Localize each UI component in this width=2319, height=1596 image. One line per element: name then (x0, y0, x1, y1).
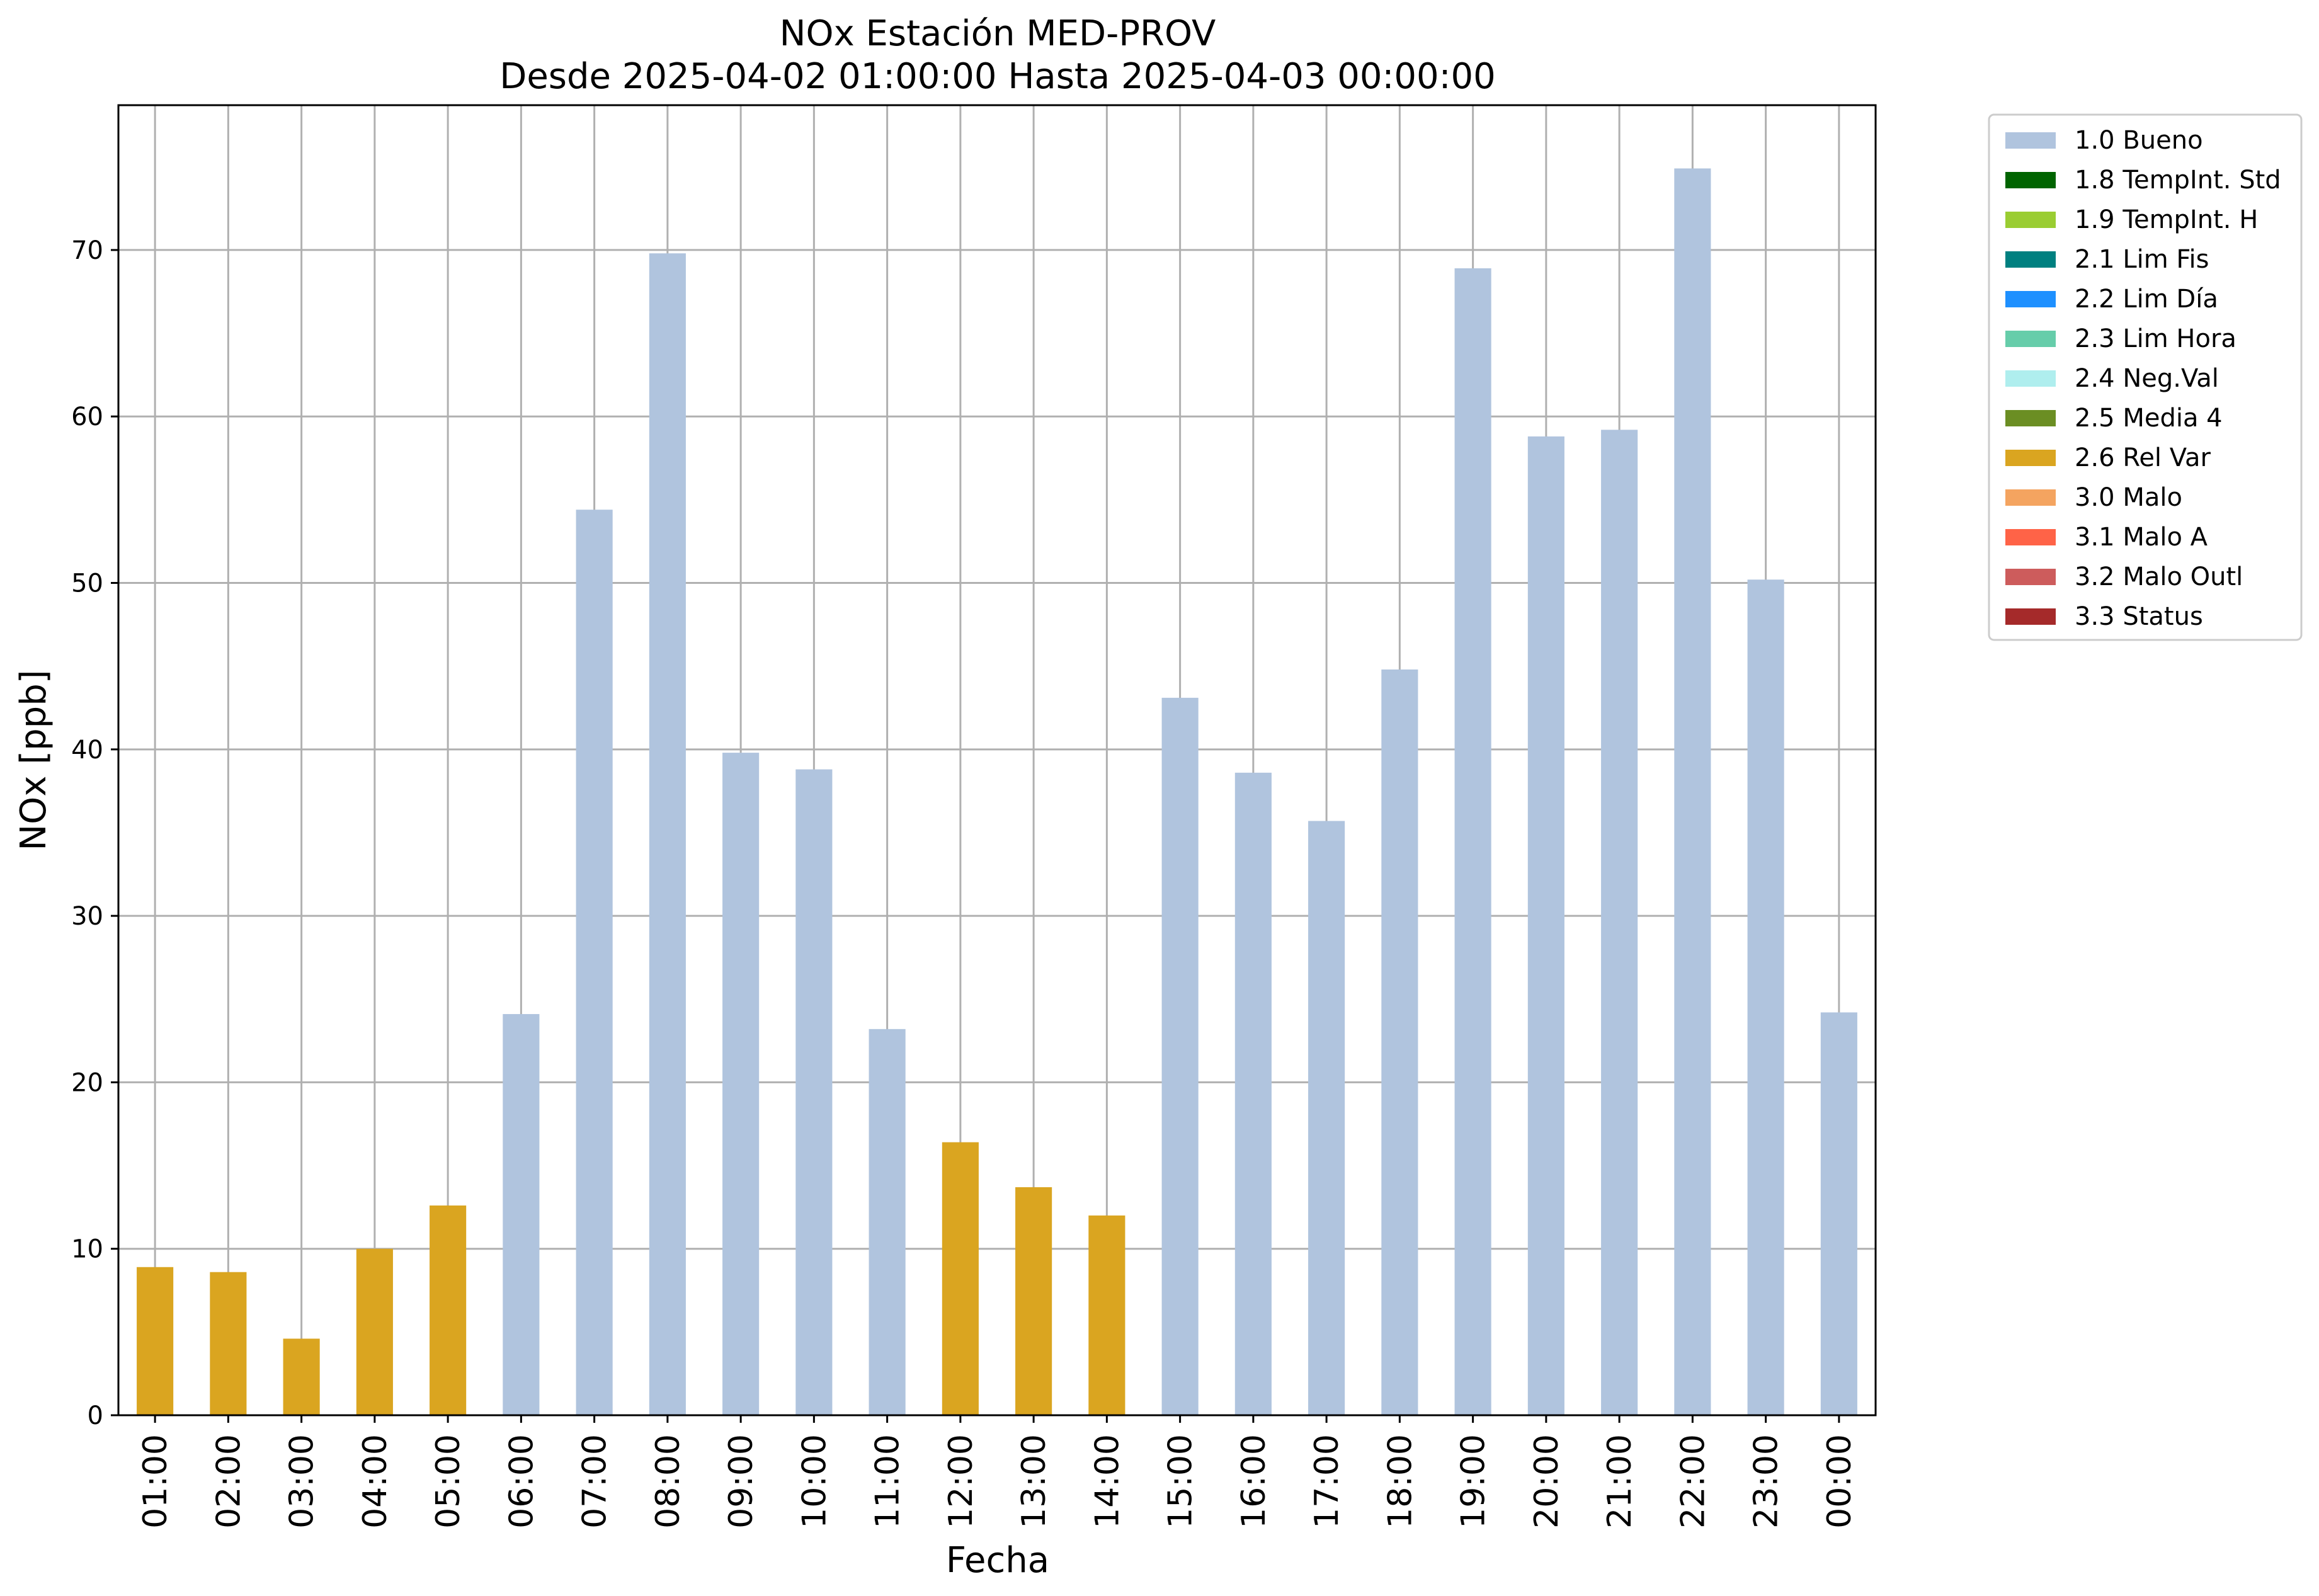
bar-1700 (1308, 821, 1345, 1415)
bar-1200 (942, 1142, 979, 1415)
x-tick-label: 21:00 (1601, 1434, 1639, 1529)
bar-1500 (1161, 697, 1199, 1415)
legend-swatch (2005, 251, 2056, 268)
legend-swatch (2005, 410, 2056, 426)
x-tick-label: 02:00 (210, 1434, 248, 1529)
legend-swatch (2005, 569, 2056, 585)
x-tick-label: 19:00 (1455, 1434, 1493, 1529)
legend-label: 1.8 TempInt. Std (2075, 166, 2281, 195)
x-tick-label: 15:00 (1162, 1434, 1200, 1529)
bar-0500 (430, 1205, 467, 1415)
plot-frame (117, 104, 1877, 1416)
legend-label: 3.1 Malo A (2075, 523, 2208, 552)
x-axis-label: Fecha (946, 1540, 1049, 1581)
legend-label: 1.9 TempInt. H (2075, 205, 2258, 234)
legend-label: 2.1 Lim Fis (2075, 245, 2209, 274)
chart-title: NOx Estación MED-PROV (780, 13, 1216, 54)
legend-label: 2.3 Lim Hora (2075, 324, 2236, 353)
x-tick-label: 13:00 (1015, 1434, 1053, 1529)
bar-0600 (503, 1014, 540, 1415)
legend-swatch (2005, 212, 2056, 228)
x-tick-label: 20:00 (1528, 1434, 1566, 1529)
legend-swatch (2005, 529, 2056, 545)
legend-label: 2.6 Rel Var (2075, 443, 2211, 472)
y-tick-label: 0 (88, 1401, 103, 1430)
y-axis: 0 10 20 30 40 50 60 70 (71, 236, 118, 1430)
x-tick-label: 16:00 (1235, 1434, 1273, 1529)
legend-swatch (2005, 331, 2056, 347)
x-tick-label: 03:00 (283, 1434, 321, 1529)
x-tick-label: 01:00 (137, 1434, 174, 1529)
y-tick-label: 30 (71, 902, 103, 931)
legend-label: 3.0 Malo (2075, 483, 2182, 512)
y-tick-label: 50 (71, 569, 103, 598)
x-tick-label: 00:00 (1821, 1434, 1859, 1529)
legend-label: 3.3 Status (2075, 602, 2203, 631)
x-tick-label: 08:00 (649, 1434, 687, 1529)
x-axis: 01:00 02:00 03:00 04:00 05:00 06:00 07:00 08:00… (137, 1415, 1859, 1529)
x-tick-label: 18:00 (1381, 1434, 1419, 1529)
bar-2100 (1601, 430, 1638, 1416)
bar-2300 (1747, 579, 1784, 1415)
legend-swatch (2005, 608, 2056, 625)
x-tick-label: 22:00 (1674, 1434, 1712, 1529)
bar-0000 (1820, 1012, 1857, 1415)
bar-0200 (210, 1272, 247, 1415)
bar-1100 (869, 1029, 906, 1415)
legend-swatch (2005, 291, 2056, 307)
bar-0800 (649, 253, 686, 1415)
legend-label: 3.2 Malo Outl (2075, 562, 2243, 591)
legend-label: 2.2 Lim Día (2075, 285, 2218, 314)
bars (137, 168, 1857, 1416)
bar-0100 (137, 1267, 174, 1415)
bar-1800 (1381, 669, 1418, 1415)
legend-swatch (2005, 450, 2056, 466)
bar-1400 (1088, 1215, 1125, 1415)
legend-swatch (2005, 132, 2056, 149)
bar-2200 (1674, 168, 1711, 1415)
bar-0700 (576, 510, 613, 1415)
x-tick-label: 07:00 (576, 1434, 614, 1529)
bar-1300 (1015, 1187, 1052, 1415)
x-tick-label: 12:00 (942, 1434, 980, 1529)
bar-0900 (722, 753, 760, 1415)
x-tick-label: 05:00 (430, 1434, 467, 1529)
legend-label: 1.0 Bueno (2075, 126, 2203, 155)
legend-swatch (2005, 172, 2056, 188)
legend-label: 2.5 Media 4 (2075, 404, 2223, 433)
y-axis-label: NOx [ppb] (13, 670, 54, 850)
y-tick-label: 40 (71, 736, 103, 765)
x-tick-label: 09:00 (722, 1434, 760, 1529)
legend-frame (1988, 113, 2303, 641)
y-tick-label: 10 (71, 1235, 103, 1264)
x-tick-label: 23:00 (1748, 1434, 1786, 1529)
y-tick-label: 70 (71, 236, 103, 265)
legend-swatch (2005, 489, 2056, 506)
chart-subtitle: Desde 2025-04-02 01:00:00 Hasta 2025-04-… (499, 56, 1496, 97)
legend: 1.0 Bueno 1.8 TempInt. Std 1.9 TempInt. H 2… (1988, 113, 2303, 641)
bar-2000 (1527, 436, 1564, 1415)
legend-swatch (2005, 370, 2056, 387)
bar-1000 (795, 769, 833, 1415)
x-tick-label: 06:00 (503, 1434, 540, 1529)
x-tick-label: 04:00 (356, 1434, 394, 1529)
bar-1900 (1454, 268, 1491, 1415)
x-tick-label: 10:00 (795, 1434, 833, 1529)
bar-0300 (283, 1338, 320, 1415)
bar-0400 (356, 1248, 393, 1415)
x-tick-label: 14:00 (1088, 1434, 1126, 1529)
x-tick-label: 11:00 (869, 1434, 907, 1529)
bar-1600 (1234, 772, 1272, 1415)
y-tick-label: 60 (71, 402, 103, 431)
y-tick-label: 20 (71, 1068, 103, 1097)
x-tick-label: 17:00 (1308, 1434, 1346, 1529)
legend-label: 2.4 Neg.Val (2075, 364, 2219, 393)
